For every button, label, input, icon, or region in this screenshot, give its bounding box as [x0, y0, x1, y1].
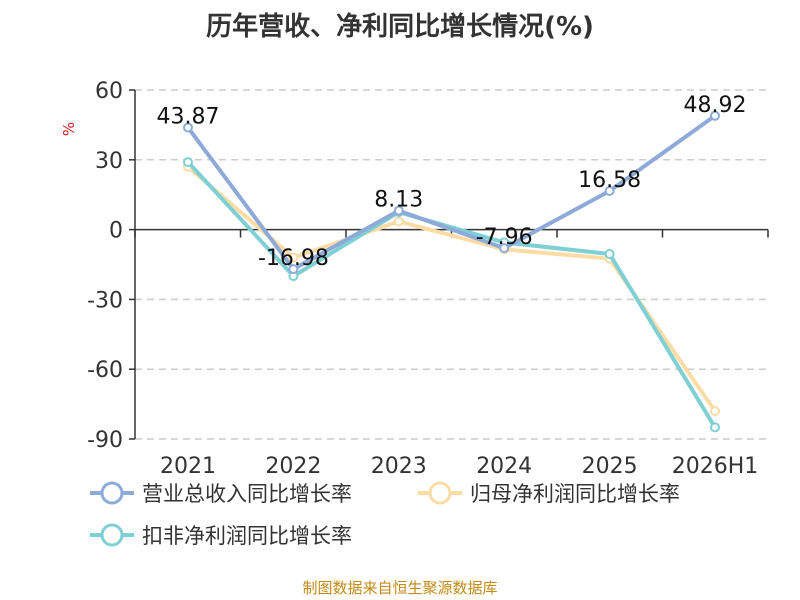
data-label: -7.96 — [476, 225, 533, 250]
data-point-0 — [183, 122, 193, 133]
series-line-1 — [186, 165, 717, 413]
data-point-0 — [710, 110, 720, 121]
x-tick-label: 2021 — [160, 454, 216, 479]
data-point-1 — [710, 406, 720, 417]
source-note: 制图数据来自恒生聚源数据库 — [302, 579, 498, 597]
data-label: 16.58 — [578, 168, 641, 193]
y-tick-label: -30 — [87, 288, 123, 313]
data-label: -16.98 — [258, 246, 329, 271]
y-tick-label: 60 — [95, 79, 123, 104]
data-label: 43.87 — [157, 105, 220, 130]
data-point-1 — [288, 252, 299, 263]
y-tick-label: 0 — [109, 219, 123, 244]
y-tick-label: -90 — [87, 428, 123, 453]
data-point-0 — [499, 243, 510, 254]
series-lines — [183, 110, 720, 433]
data-point-2 — [604, 249, 615, 260]
data-labels: 43.87 -16.98 8.13 -7.96 16.58 48.92 — [157, 93, 747, 271]
series-line-0 — [186, 114, 717, 272]
series-line-2 — [186, 160, 717, 429]
legend-marker-net-profit-icon — [418, 481, 462, 505]
data-point-0 — [288, 264, 299, 275]
legend-item-deducted-profit-growth[interactable]: 扣非净利润同比增长率 — [90, 520, 352, 550]
data-label: 8.13 — [374, 188, 423, 213]
data-point-2 — [710, 422, 720, 433]
legend-label-deducted-profit-growth: 扣非净利润同比增长率 — [142, 524, 352, 548]
x-tick-label: 2026H1 — [672, 454, 759, 479]
legend-marker-revenue-icon — [90, 481, 134, 505]
data-label: 48.92 — [684, 93, 747, 118]
legend-item-net-profit-growth[interactable]: 归母净利润同比增长率 — [418, 478, 680, 508]
x-tick-label: 2025 — [582, 454, 638, 479]
legend-label-revenue-growth: 营业总收入同比增长率 — [142, 482, 352, 506]
y-tick-label: 30 — [95, 149, 123, 174]
grid-lines — [135, 89, 768, 440]
legend-item-revenue-growth[interactable]: 营业总收入同比增长率 — [90, 478, 352, 508]
data-point-0 — [604, 186, 615, 197]
y-tick-label: -60 — [87, 358, 123, 383]
x-tick-label: 2023 — [371, 454, 427, 479]
data-point-1 — [393, 216, 404, 227]
legend-label-net-profit-growth: 归母净利润同比增长率 — [470, 482, 680, 506]
axes: 60 30 0 -30 -60 -90 2021 2022 2023 2024 2025 2026H1 — [87, 79, 769, 479]
data-point-0 — [393, 205, 404, 216]
data-point-2 — [183, 157, 193, 168]
chart-title: 历年营收、净利同比增长情况(%) — [206, 12, 594, 42]
legend-marker-deducted-profit-icon — [90, 523, 134, 547]
x-tick-label: 2022 — [265, 454, 321, 479]
x-tick-label: 2024 — [476, 454, 532, 479]
